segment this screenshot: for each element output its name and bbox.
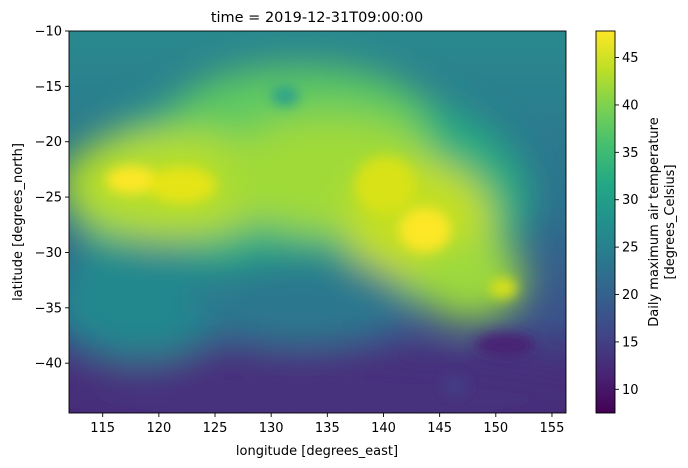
heatmap-hotspot-coast — [489, 278, 517, 298]
heatmap-cool-spot-tasmania — [443, 375, 467, 395]
heatmap-region-southeast-warm — [415, 240, 525, 320]
x-tick-label: 135 — [315, 421, 340, 436]
x-tick-label: 130 — [259, 421, 284, 436]
heatmap — [69, 31, 566, 413]
colorbar-tick-label: 15 — [622, 335, 639, 350]
y-tick-label: −15 — [35, 80, 62, 95]
x-tick-label: 115 — [90, 421, 115, 436]
y-axis-label: latitude [degrees_north] — [11, 143, 26, 301]
y-tick-label: −10 — [35, 25, 62, 40]
heatmap-region-south-cool — [190, 255, 410, 345]
y-tick-label: −35 — [35, 301, 62, 316]
colorbar-ticks: 10 15 20 25 30 35 40 45 — [615, 51, 639, 398]
y-axis-ticks: −40 −35 −30 −25 −20 −15 −10 — [35, 25, 69, 372]
heatmap-region-southwest-mild — [69, 240, 230, 360]
heatmap-cool-spot-north — [271, 86, 299, 106]
colorbar-label-line2: [degrees_Celsius] — [663, 164, 678, 279]
y-tick-label: −30 — [35, 246, 62, 261]
chart-title: time = 2019-12-31T09:00:00 — [211, 10, 423, 26]
x-axis-label: longitude [degrees_east] — [236, 444, 398, 459]
colorbar-tick-label: 10 — [622, 383, 639, 398]
heatmap-hotspot-interior — [355, 157, 415, 213]
x-tick-label: 140 — [371, 421, 396, 436]
heatmap-region-southern-ocean — [69, 355, 566, 413]
colorbar-tick-label: 45 — [622, 51, 639, 66]
colorbar-tick-label: 30 — [622, 193, 639, 208]
y-tick-label: −25 — [35, 191, 62, 206]
y-tick-label: −40 — [35, 357, 62, 372]
x-tick-label: 120 — [146, 421, 171, 436]
x-tick-label: 125 — [203, 421, 228, 436]
colorbar-tick-label: 40 — [622, 98, 639, 113]
x-tick-label: 145 — [427, 421, 452, 436]
x-tick-label: 155 — [540, 421, 565, 436]
colorbar-label-line1: Daily maximum air temperature — [647, 117, 662, 326]
heatmap-cool-spot-southeast — [475, 333, 535, 357]
colorbar-tick-label: 25 — [622, 241, 639, 256]
colorbar — [595, 30, 616, 414]
heatmap-hotspot-west-central — [148, 167, 216, 203]
y-tick-label: −20 — [35, 135, 62, 150]
heatmap-hotspot-west — [106, 166, 158, 194]
colorbar-tick-label: 20 — [622, 288, 639, 303]
x-axis-ticks: 115 120 125 130 135 140 145 150 155 — [90, 413, 564, 436]
heatmap-hotspot-east — [399, 208, 451, 252]
x-tick-label: 150 — [483, 421, 508, 436]
colorbar-tick-label: 35 — [622, 146, 639, 161]
plot-frame — [68, 30, 567, 414]
